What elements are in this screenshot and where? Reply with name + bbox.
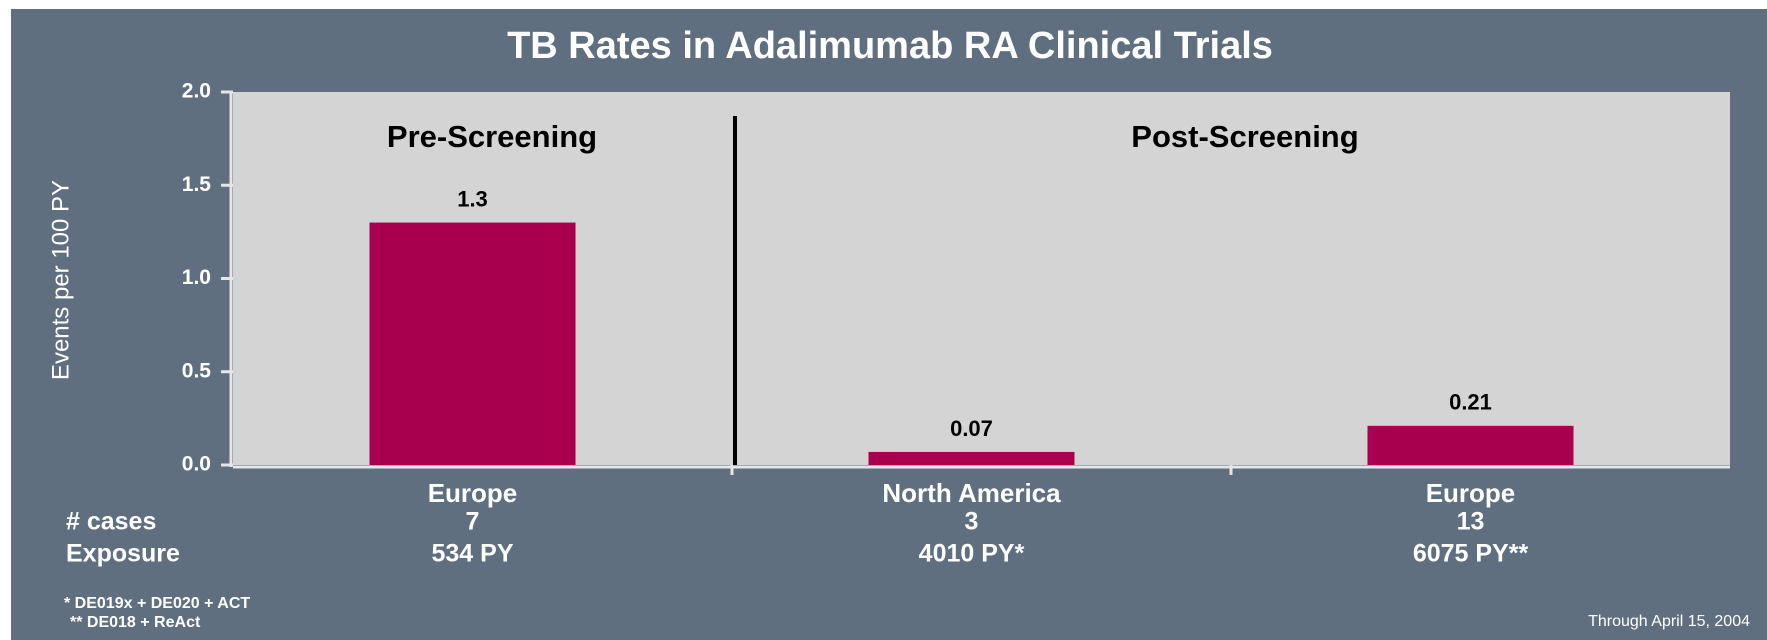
row-value: 13 [1457,508,1485,536]
y-tick-label: 2.0 [182,80,211,103]
chart-title: TB Rates in Adalimumab RA Clinical Trial… [507,25,1273,67]
value-label: 0.21 [1449,390,1492,415]
section-label: Pre-Screening [387,119,597,154]
footnote: * DE019x + DE020 + ACT [64,595,250,612]
row-value: 4010 PY* [919,540,1025,568]
bar [1367,425,1574,465]
y-axis-label: Events per 100 PY [47,180,74,380]
row-label: # cases [66,508,156,536]
y-tick-label: 0.0 [182,453,211,476]
row-value: 3 [965,508,979,536]
row-value: 7 [466,508,480,536]
row-value: 534 PY [431,540,513,568]
row-value: 6075 PY** [1413,540,1529,568]
x-tick-label: Europe [428,478,518,508]
bar [369,222,576,465]
y-tick-label: 0.5 [182,359,212,382]
value-label: 0.07 [950,416,993,441]
section-label: Post-Screening [1131,119,1358,154]
note: Through April 15, 2004 [1588,613,1750,630]
value-label: 1.3 [457,186,488,211]
y-tick-label: 1.0 [182,266,211,289]
bar [868,451,1075,465]
y-tick-label: 1.5 [182,173,212,196]
footnote: ** DE018 + ReAct [70,614,201,631]
x-tick-label: North America [882,478,1061,508]
row-label: Exposure [66,540,180,568]
x-tick-label: Europe [1426,478,1516,508]
